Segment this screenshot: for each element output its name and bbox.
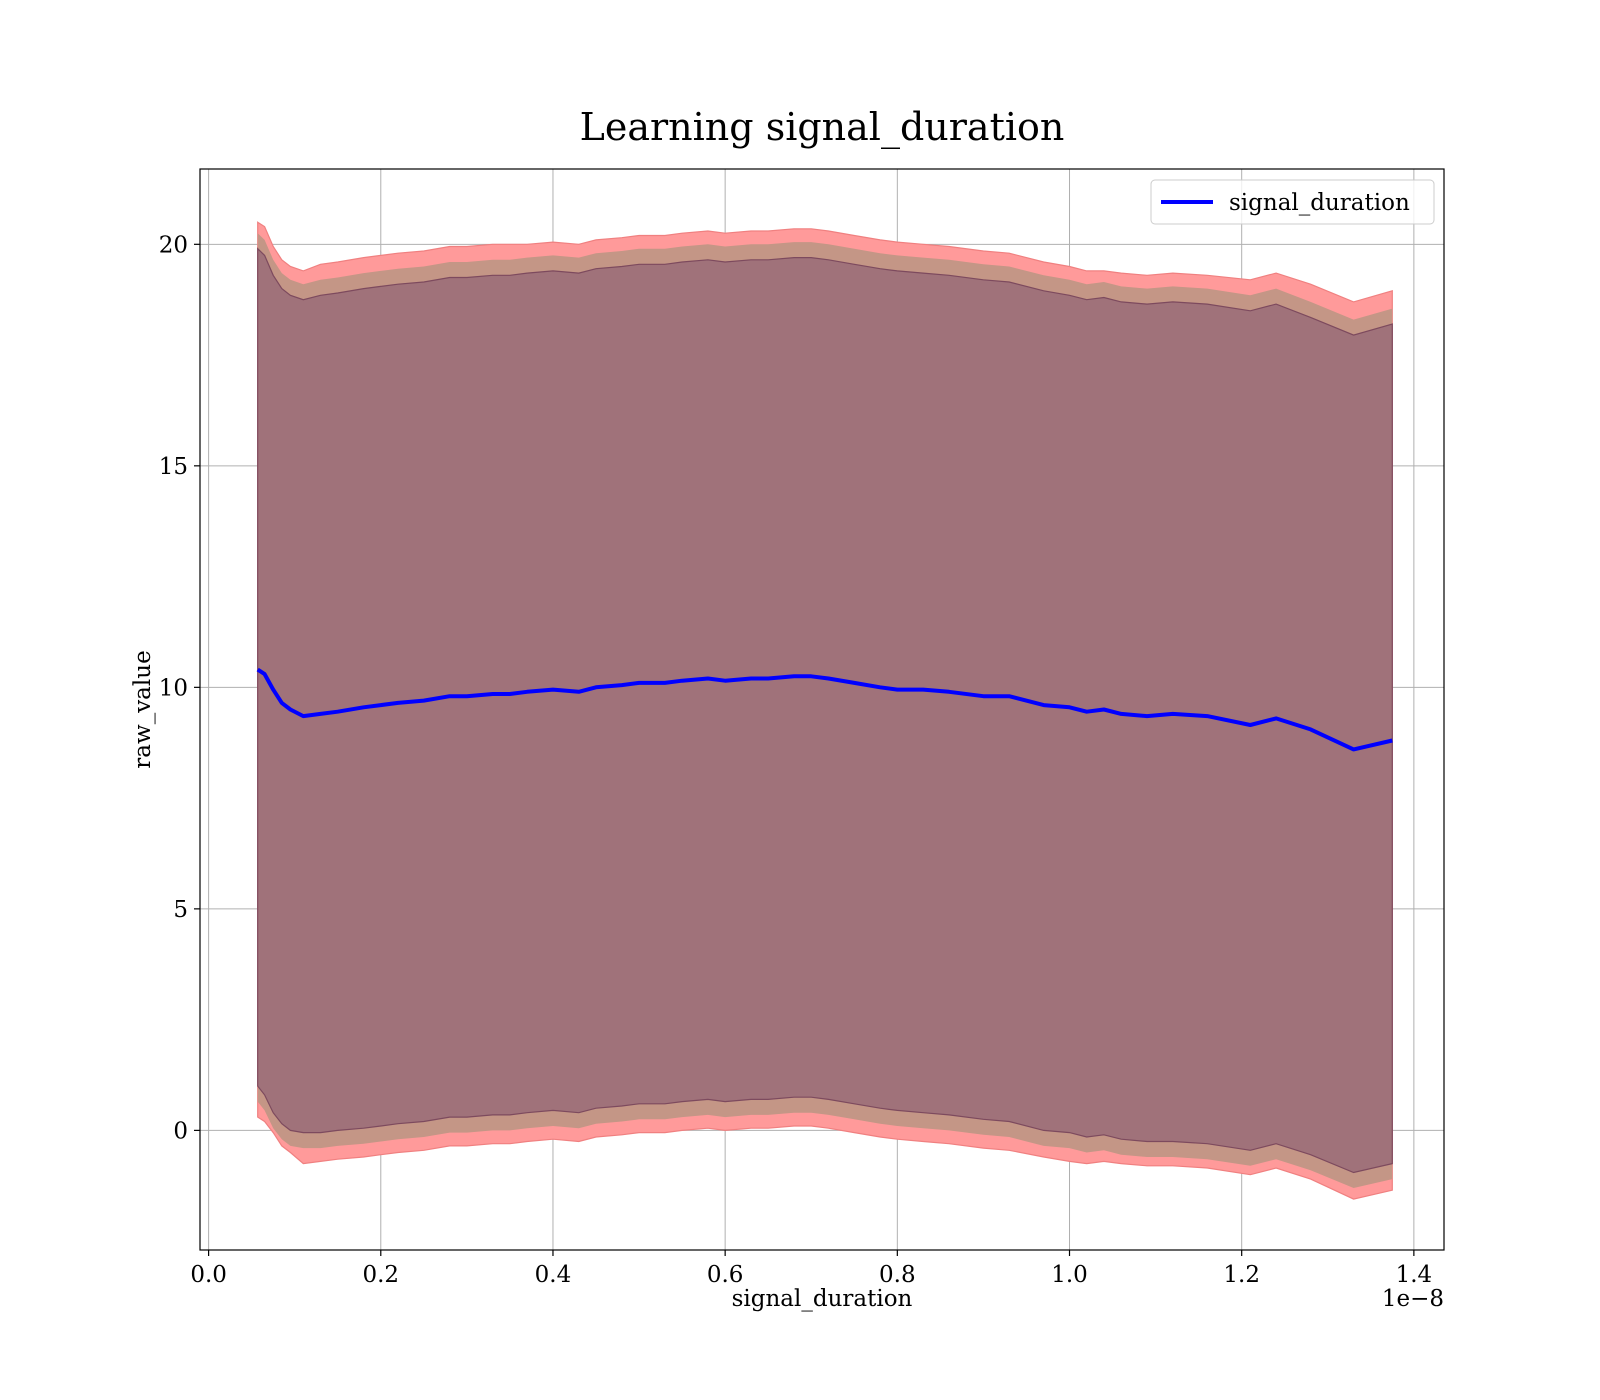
legend: signal_duration (1150, 179, 1435, 225)
x-tick-label: 1.0 (1051, 1262, 1088, 1288)
plot-frame (199, 168, 1445, 1251)
y-tick-label: 5 (173, 897, 188, 923)
y-tick-label: 0 (173, 1118, 188, 1144)
x-axis-offset-label: 1e−8 (1382, 1286, 1444, 1312)
x-axis-ticks: 0.0 0.2 0.4 0.6 0.8 1.0 1.2 1.4 (190, 1250, 1432, 1288)
x-tick-label: 1.4 (1396, 1262, 1433, 1288)
y-axis-label: raw_value (130, 650, 156, 768)
bands (257, 221, 1393, 1200)
legend-label: signal_duration (1229, 190, 1410, 216)
x-axis-label: signal_duration (732, 1286, 913, 1312)
x-tick-label: 0.2 (362, 1262, 399, 1288)
x-tick-label: 1.2 (1223, 1262, 1260, 1288)
x-tick-label: 0.4 (535, 1262, 572, 1288)
chart-title: Learning signal_duration (580, 105, 1065, 150)
legend-box (1150, 179, 1435, 225)
y-tick-label: 10 (159, 675, 188, 701)
series-line-signal-duration (256, 667, 1393, 752)
x-tick-label: 0.0 (190, 1262, 227, 1288)
y-axis-ticks: 0 5 10 15 20 (159, 232, 200, 1144)
y-tick-label: 15 (159, 454, 188, 480)
series-lines (256, 667, 1393, 752)
x-tick-label: 0.8 (879, 1262, 916, 1288)
y-tick-label: 20 (159, 232, 188, 258)
inner-band (257, 247, 1393, 1174)
x-tick-label: 0.6 (707, 1262, 744, 1288)
